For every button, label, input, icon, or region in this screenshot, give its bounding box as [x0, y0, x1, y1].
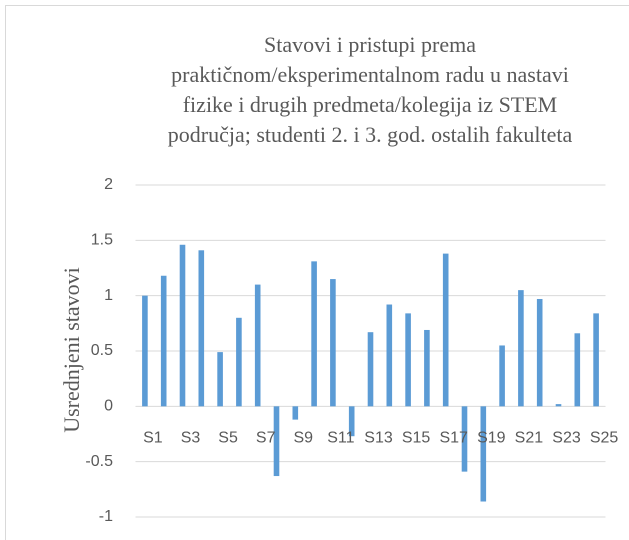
y-tick-label: 0.5: [91, 342, 113, 359]
bar: [179, 244, 186, 407]
bar: [273, 406, 280, 477]
x-tick-label: S23: [552, 430, 581, 447]
y-tick-label: 1.5: [91, 232, 113, 249]
x-tick-label: S5: [218, 430, 238, 447]
y-tick-label: -1: [99, 508, 113, 525]
x-tick-label: S15: [402, 430, 431, 447]
y-tick-label: -0.5: [85, 453, 113, 470]
x-tick-label: S21: [515, 430, 544, 447]
x-tick-label: S1: [143, 430, 163, 447]
bar: [593, 313, 599, 407]
bar: [160, 275, 167, 407]
bar: [386, 304, 393, 407]
chart-title: Stavovi i pristupi prema praktičnom/eksp…: [167, 32, 573, 147]
x-tick-label: S3: [181, 430, 201, 447]
x-tick-label: S11: [327, 430, 354, 447]
bar: [518, 290, 524, 407]
bar: [330, 279, 336, 407]
x-tick-label: S13: [364, 430, 393, 447]
bar: [480, 406, 487, 502]
bar: [348, 406, 355, 437]
bar: [536, 298, 543, 407]
bar: [555, 404, 562, 407]
bar: [217, 352, 223, 407]
bar: [142, 295, 148, 407]
chart-frame: [5, 5, 629, 540]
y-tick-label: 2: [104, 176, 113, 193]
x-tick-label: S17: [439, 430, 468, 447]
bar: [574, 333, 581, 407]
x-tick-label: S19: [477, 430, 506, 447]
bar: [499, 345, 505, 407]
y-tick-label: 0: [104, 398, 113, 415]
y-tick-label: 1: [104, 287, 113, 304]
bar: [461, 406, 468, 472]
bar: [254, 284, 261, 407]
bar: [405, 313, 411, 407]
bar: [292, 406, 299, 420]
bar: [311, 261, 317, 407]
bar: [424, 329, 430, 407]
bar: [442, 253, 449, 407]
x-tick-label: S9: [294, 430, 314, 447]
y-axis-title: Usrednjeni stavovi: [59, 267, 84, 433]
x-tick-label: S25: [590, 430, 619, 447]
x-tick-label: S7: [256, 430, 276, 447]
bar: [236, 317, 242, 407]
bar: [367, 332, 374, 407]
bar: [198, 250, 205, 407]
